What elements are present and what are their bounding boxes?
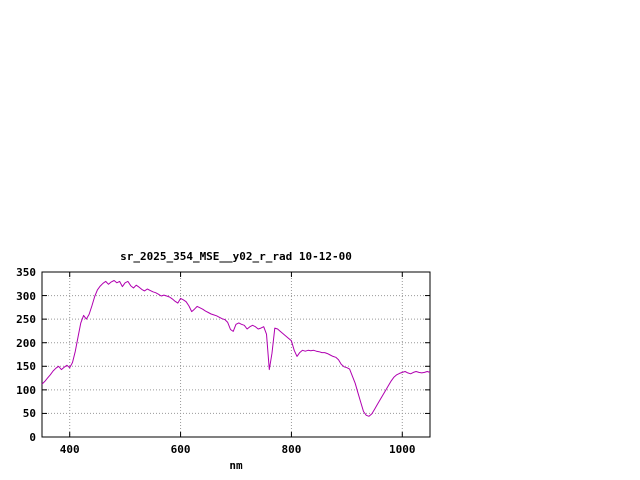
y-tick-label: 0 [29,431,36,444]
y-tick-label: 100 [16,383,36,397]
x-tick-label: 800 [281,443,302,456]
plot-border [41,271,431,438]
y-tick-label: 200 [16,336,36,350]
x-tick-label: 1000 [389,443,416,456]
y-tick-label: 300 [16,289,36,303]
y-tick-label: 50 [22,407,36,421]
spectrum-line [41,280,431,417]
x-tick-label: 600 [170,443,191,456]
chart-title: sr_2025_354_MSE__y02_r_rad 10-12-00 [120,250,352,263]
x-axis-label: nm [229,459,243,472]
y-tick-label: 250 [16,313,36,327]
y-tick-label: 350 [16,266,36,279]
y-tick-label: 150 [16,360,36,374]
x-tick-label: 400 [59,443,80,456]
